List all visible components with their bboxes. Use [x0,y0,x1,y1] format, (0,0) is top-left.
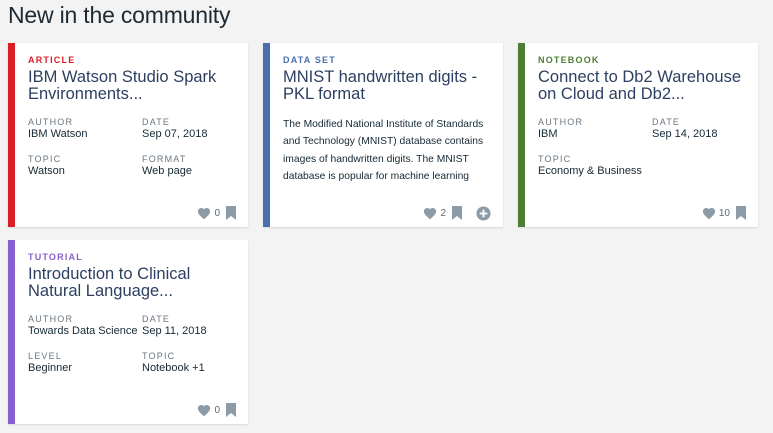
like-count: 0 [214,207,220,219]
heart-icon[interactable] [197,207,211,220]
heart-icon[interactable] [702,207,716,220]
format-value: Web page [142,165,192,177]
heart-icon[interactable] [423,207,437,220]
level-label: LEVEL [28,351,63,361]
card-notebook[interactable]: NOTEBOOK Connect to Db2 Warehouse on Clo… [518,43,758,227]
card-title[interactable]: Connect to Db2 Warehouse on Cloud and Db… [538,68,742,103]
date-label: DATE [142,314,171,324]
date-value: Sep 14, 2018 [652,128,718,140]
add-circle-icon[interactable] [476,205,491,221]
card-accent-bar [8,43,15,227]
topic-value: Economy & Business [538,165,642,177]
card-title[interactable]: MNIST handwritten digits - PKL format [283,68,478,103]
card-type-label: ARTICLE [28,55,76,65]
bookmark-icon[interactable] [736,206,746,220]
card-accent-bar [8,240,15,424]
date-value: Sep 07, 2018 [142,128,208,140]
card-title[interactable]: IBM Watson Studio Spark Environments... [28,68,217,103]
like-count: 10 [718,207,730,219]
card-dataset[interactable]: DATA SET MNIST handwritten digits - PKL … [263,43,503,227]
like-count: 2 [440,207,446,219]
card-tutorial[interactable]: TUTORIAL Introduction to Clinical Natura… [8,240,248,424]
like-count: 0 [214,404,220,416]
card-type-label: DATA SET [283,55,336,65]
topic-label: TOPIC [538,154,572,164]
card-description: The Modified National Institute of Stand… [283,119,484,182]
level-value: Beginner [28,362,73,374]
topic-label: TOPIC [28,154,62,164]
bookmark-icon[interactable] [226,403,236,417]
page-title: New in the community [8,2,231,28]
format-label: FORMAT [142,154,187,164]
author-value: IBM [538,128,558,140]
card-accent-bar [518,43,525,227]
topic-label: TOPIC [142,351,176,361]
topic-value: Notebook +1 [142,362,205,374]
card-article[interactable]: ARTICLE IBM Watson Studio Spark Environm… [8,43,248,227]
author-value: IBM Watson [28,128,88,140]
topic-value: Watson [28,165,65,177]
author-label: AUTHOR [28,314,74,324]
card-type-label: TUTORIAL [28,252,83,262]
card-accent-bar [263,43,270,227]
author-label: AUTHOR [28,117,74,127]
date-value: Sep 11, 2018 [142,325,207,337]
bookmark-icon[interactable] [452,206,462,220]
author-value: Towards Data Science [28,325,138,337]
heart-icon[interactable] [197,404,211,417]
card-title[interactable]: Introduction to Clinical Natural Languag… [28,265,191,300]
author-label: AUTHOR [538,117,584,127]
card-type-label: NOTEBOOK [538,55,600,65]
date-label: DATE [142,117,171,127]
bookmark-icon[interactable] [226,206,236,220]
date-label: DATE [652,117,681,127]
